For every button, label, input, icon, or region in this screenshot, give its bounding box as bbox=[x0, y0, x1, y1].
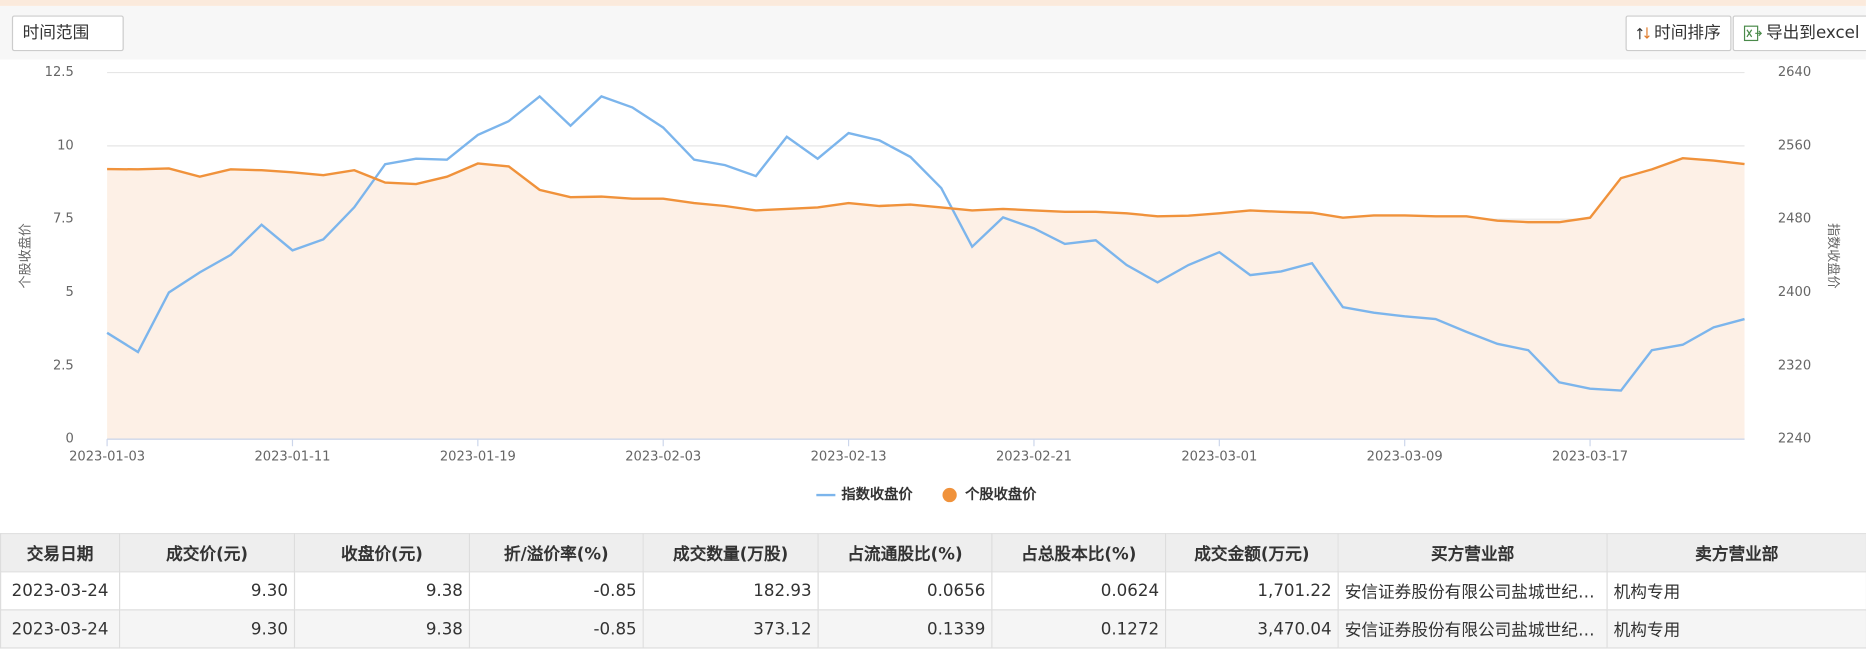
table-cell: 3,470.04 bbox=[1165, 609, 1339, 649]
y-tick-label: 7.5 bbox=[53, 212, 74, 227]
table-cell: 1,701.22 bbox=[1165, 571, 1339, 611]
header-row: 交易日期 成交价(元) 收盘价(元) 折/溢价率(%) 成交数量(万股) 占流通股比(%)… bbox=[0, 533, 1866, 573]
column-header: 交易日期 bbox=[0, 533, 121, 573]
y2-axis-label: 指数收盘价 bbox=[1825, 223, 1842, 288]
y2-tick-label: 2560 bbox=[1778, 138, 1811, 153]
area bbox=[107, 158, 1745, 440]
y2-tick-label: 2400 bbox=[1778, 285, 1811, 300]
table-cell: 0.1339 bbox=[817, 609, 993, 649]
table-cell: 373.12 bbox=[642, 609, 819, 649]
y-tick-label: 12.5 bbox=[45, 65, 74, 80]
column-header: 折/溢价率(%) bbox=[468, 533, 644, 573]
y2-tick-label: 2320 bbox=[1778, 358, 1811, 373]
column-header: 收盘价(元) bbox=[293, 533, 471, 573]
table-cell: 安信证券股份有限公司盐城世纪大道证券营业部 bbox=[1337, 571, 1608, 611]
x-tick-label: 2023-03-09 bbox=[1367, 449, 1443, 464]
x-tick-label: 2023-02-03 bbox=[625, 449, 701, 464]
y-tick-label: 5 bbox=[65, 285, 73, 300]
y2-tick-label: 2480 bbox=[1778, 212, 1811, 227]
export-button[interactable]: 导出到excel bbox=[1732, 15, 1866, 52]
sort-icon bbox=[1637, 27, 1650, 40]
table-cell: 2023-03-24 bbox=[0, 571, 121, 611]
y2-tick-label: 2640 bbox=[1778, 65, 1811, 80]
excel-icon bbox=[1743, 25, 1763, 42]
line bbox=[107, 157, 1745, 224]
column-header: 成交金额(万元) bbox=[1165, 533, 1339, 573]
y2-tick-label: 2240 bbox=[1778, 432, 1811, 447]
x-tick-label: 2023-03-01 bbox=[1181, 449, 1257, 464]
column-header: 成交数量(万股) bbox=[642, 533, 819, 573]
chart: 个股收盘价 指数收盘价 0 2.5 5 7.5 10 12.5 2240 2320 2400 24… bbox=[17, 65, 1842, 503]
sort-label: 时间排序 bbox=[1654, 23, 1721, 43]
y-tick-label: 2.5 bbox=[53, 358, 74, 373]
table-cell: 9.30 bbox=[119, 571, 296, 611]
legend-label: 指数收盘价 bbox=[841, 485, 913, 503]
x-tick-label: 2023-02-21 bbox=[996, 449, 1072, 464]
column-header: 买方营业部 bbox=[1337, 533, 1608, 573]
table-cell: 机构专用 bbox=[1606, 571, 1866, 611]
export-label: 导出到excel bbox=[1765, 23, 1860, 43]
range-button[interactable]: 时间范围 bbox=[11, 15, 124, 52]
legend-marker bbox=[942, 487, 957, 503]
table-cell: -0.85 bbox=[468, 609, 644, 649]
x-tick-label: 2023-01-19 bbox=[440, 449, 516, 464]
legend-label: 个股收盘价 bbox=[964, 485, 1037, 503]
table-row: 2023-03-24 9.30 9.38 -0.85 182.93 0.0656 0.062… bbox=[0, 571, 1866, 611]
table-cell: 0.1272 bbox=[991, 609, 1167, 649]
column-header: 占流通股比(%) bbox=[817, 533, 993, 573]
x-tick-label: 2023-01-11 bbox=[254, 449, 330, 464]
trade-table: 交易日期 成交价(元) 收盘价(元) 折/溢价率(%) 成交数量(万股) 占流通股比(%)… bbox=[0, 533, 1866, 649]
y-tick-label: 10 bbox=[57, 138, 74, 153]
column-header: 卖方营业部 bbox=[1606, 533, 1866, 573]
table-cell: 0.0624 bbox=[991, 571, 1167, 611]
toolbar: 时间范围 时间排序 导出到excel bbox=[0, 5, 1866, 60]
y-axis-label: 个股收盘价 bbox=[17, 223, 34, 288]
table-cell: -0.85 bbox=[468, 571, 644, 611]
y-tick-label: 0 bbox=[65, 432, 73, 447]
table-cell: 2023-03-24 bbox=[0, 609, 121, 649]
x-tick-label: 2023-02-13 bbox=[811, 449, 887, 464]
table-cell: 182.93 bbox=[642, 571, 819, 611]
sort-button[interactable]: 时间排序 bbox=[1625, 15, 1732, 52]
column-header: 占总股本比(%) bbox=[991, 533, 1167, 573]
x-tick-label: 2023-01-03 bbox=[69, 449, 145, 464]
x-tick-label: 2023-03-17 bbox=[1552, 449, 1628, 464]
table-cell: 0.0656 bbox=[817, 571, 993, 611]
top-border bbox=[0, 0, 1866, 6]
column-header: 成交价(元) bbox=[119, 533, 296, 573]
table-cell: 安信证券股份有限公司盐城世纪大道证券营业部 bbox=[1337, 609, 1608, 649]
table-cell: 机构专用 bbox=[1606, 609, 1866, 649]
table-row: 2023-03-24 9.30 9.38 -0.85 373.12 0.1339 0.127… bbox=[0, 609, 1866, 649]
table-cell: 9.38 bbox=[293, 571, 471, 611]
table-cell: 9.38 bbox=[293, 609, 471, 649]
table-cell: 9.30 bbox=[119, 609, 296, 649]
line bbox=[106, 94, 1745, 392]
